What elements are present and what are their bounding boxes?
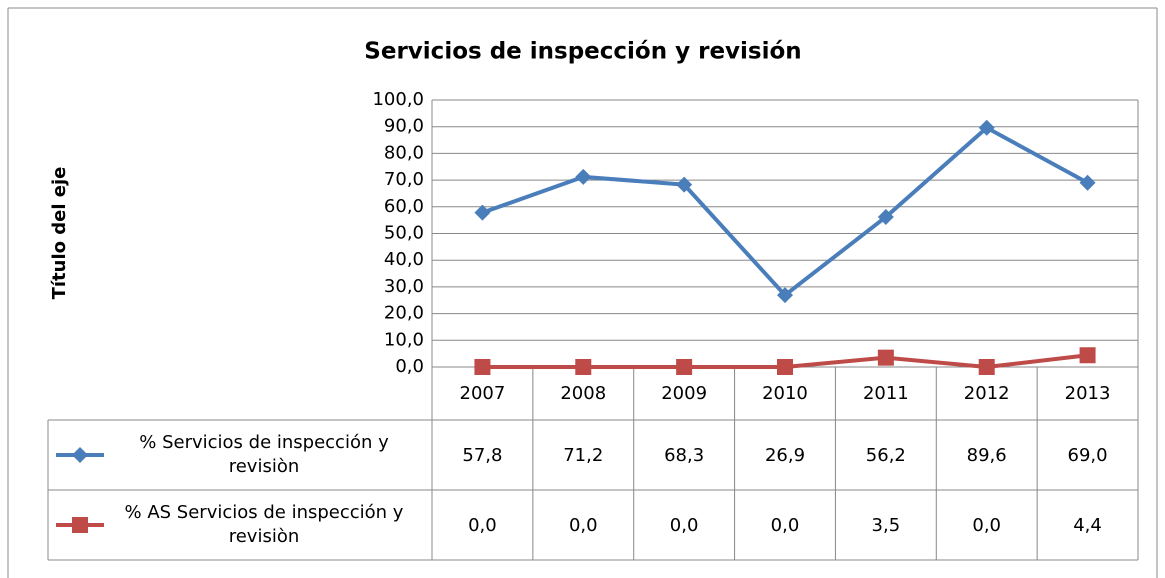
marker xyxy=(1079,174,1096,191)
y-tick-label: 70,0 xyxy=(384,169,424,190)
marker xyxy=(978,119,995,136)
table-value: 4,4 xyxy=(1073,514,1102,536)
table-value: 56,2 xyxy=(865,444,906,466)
y-tick-label: 100,0 xyxy=(372,89,424,110)
y-tick-label: 40,0 xyxy=(384,249,424,270)
marker xyxy=(978,359,995,375)
table-value: 3,5 xyxy=(871,514,901,536)
category-label: 2008 xyxy=(560,383,607,404)
series-line xyxy=(481,125,1089,298)
marker xyxy=(575,168,592,185)
y-tick-label: 20,0 xyxy=(384,303,424,324)
table-value: 0,0 xyxy=(972,514,1002,536)
marker xyxy=(877,349,894,366)
y-tick-label: 30,0 xyxy=(384,276,424,297)
marker xyxy=(676,176,693,193)
category-label: 2012 xyxy=(963,383,1010,404)
legend-entry: % AS Servicios de inspección y revisiòn xyxy=(48,490,432,560)
table-value: 69,0 xyxy=(1067,444,1108,466)
y-tick-label: 50,0 xyxy=(384,223,424,244)
table-value: 57,8 xyxy=(462,444,503,466)
marker xyxy=(777,359,793,375)
legend-key xyxy=(56,517,104,533)
legend-marker xyxy=(72,517,88,533)
table-value: 0,0 xyxy=(468,514,497,536)
table-value: 89,6 xyxy=(966,444,1007,466)
y-tick-label: 10,0 xyxy=(384,329,424,350)
category-label: 2011 xyxy=(862,383,909,404)
table-value: 0,0 xyxy=(770,514,800,536)
legend-marker xyxy=(72,447,88,463)
category-label: 2013 xyxy=(1064,383,1111,404)
y-tick-label: 0,0 xyxy=(395,356,424,377)
y-axis-title: Título del eje xyxy=(49,167,70,300)
marker xyxy=(1079,347,1096,364)
marker xyxy=(877,208,894,225)
category-label: 2007 xyxy=(459,383,506,404)
table-value: 0,0 xyxy=(669,514,699,536)
legend-label: % AS Servicios de inspección y revisiòn xyxy=(124,502,404,547)
table-value: 68,3 xyxy=(664,444,705,466)
table-value: 0,0 xyxy=(568,514,598,536)
marker xyxy=(777,287,793,304)
marker xyxy=(474,204,491,221)
marker xyxy=(474,359,491,375)
y-tick-label: 60,0 xyxy=(384,196,424,217)
marker xyxy=(676,359,693,375)
y-tick-label: 90,0 xyxy=(384,116,424,137)
category-label: 2010 xyxy=(762,383,808,404)
marker xyxy=(575,359,592,375)
y-tick-label: 80,0 xyxy=(384,142,424,163)
table-value: 26,9 xyxy=(764,444,806,466)
legend-label: % Servicios de inspección y revisiòn xyxy=(139,432,389,477)
table-value: 71,2 xyxy=(563,444,604,466)
category-label: 2009 xyxy=(661,383,708,404)
legend-entry: % Servicios de inspección y revisiòn xyxy=(48,420,432,490)
chart-title: Servicios de inspección y revisión xyxy=(364,39,801,65)
legend-key xyxy=(56,447,104,463)
